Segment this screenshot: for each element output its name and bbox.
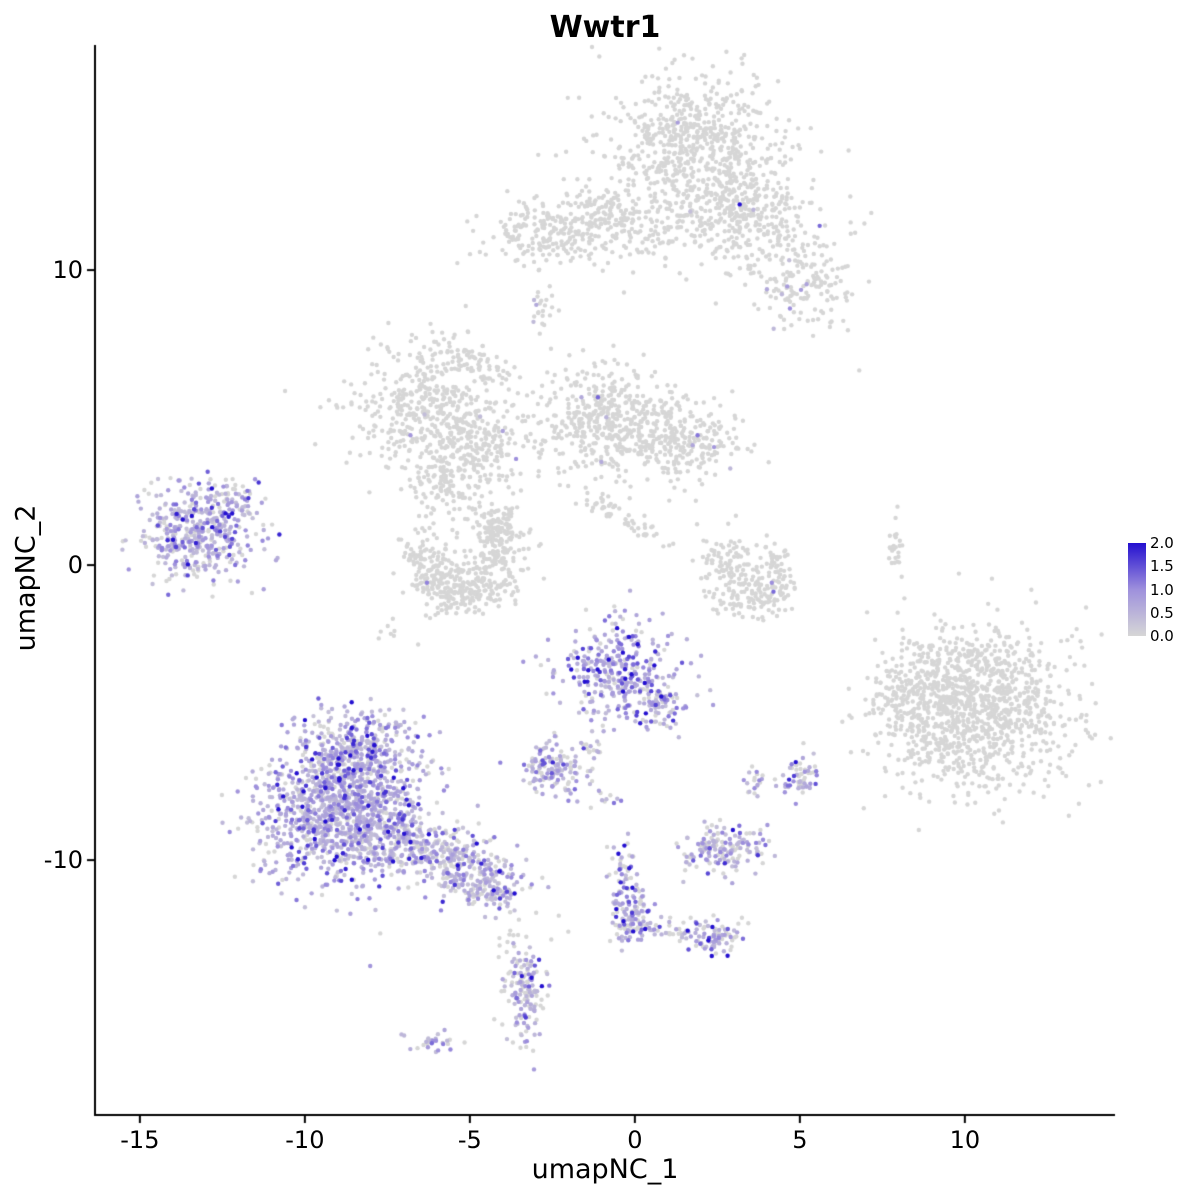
y-axis-title: umapNC_2: [10, 504, 42, 652]
x-axis-title: umapNC_1: [531, 1154, 679, 1185]
colorbar-gradient: [1128, 543, 1146, 636]
plot-title: Wwtr1: [549, 10, 661, 45]
